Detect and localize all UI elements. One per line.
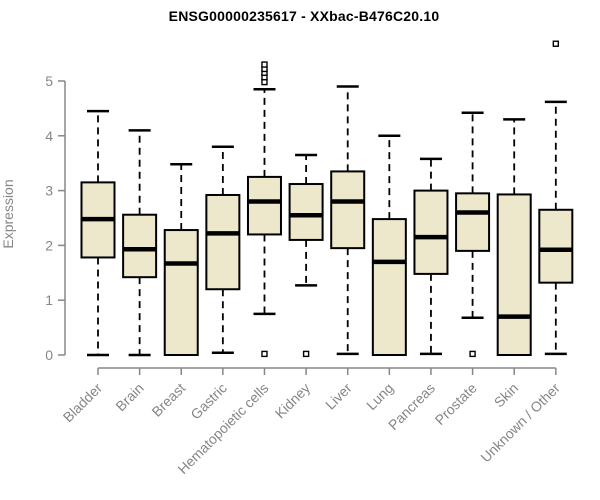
x-tick-label-lung: Lung — [363, 380, 396, 413]
box-rect — [371, 218, 407, 356]
x-tick-label-brain: Brain — [112, 380, 146, 414]
y-tick-label: 5 — [45, 73, 53, 89]
box-rect — [455, 192, 491, 252]
outlier-point — [261, 350, 268, 358]
y-axis: 0 1 2 3 4 5 — [45, 73, 66, 363]
x-tick-label-liver: Liver — [322, 380, 355, 413]
box-rect — [496, 193, 532, 356]
y-tick-label: 4 — [45, 128, 53, 144]
box-rect — [538, 208, 574, 284]
box-rect — [288, 183, 324, 241]
box-liver — [330, 85, 366, 356]
x-tick-label-skin: Skin — [491, 380, 522, 411]
box-pancreas — [413, 157, 449, 356]
x-tick-label-prostate: Prostate — [432, 380, 480, 428]
y-tick-label: 2 — [45, 237, 53, 253]
outlier-point — [469, 350, 476, 358]
box-gastric — [205, 145, 241, 355]
box-rect — [205, 193, 241, 291]
y-axis-label: Expression — [0, 179, 16, 248]
outlier-point — [261, 61, 268, 68]
box-lung — [371, 134, 407, 356]
outlier-point — [302, 350, 310, 358]
box-prostate — [455, 111, 491, 358]
box-rect — [330, 170, 366, 250]
x-tick-label-kidney: Kidney — [272, 380, 314, 422]
x-tick-label-unknown-other: Unknown / Other — [477, 380, 563, 466]
box-breast — [163, 163, 199, 356]
box-brain — [122, 129, 158, 357]
y-tick-label: 1 — [45, 292, 53, 308]
box-kidney — [288, 153, 324, 358]
box-rect — [122, 213, 158, 279]
box-unknown-other — [538, 40, 574, 356]
y-tick-label: 0 — [45, 347, 53, 363]
chart-title: ENSG00000235617 - XXbac-B476C20.10 — [169, 8, 440, 24]
boxes — [80, 40, 574, 358]
x-tick-label-bladder: Bladder — [60, 380, 106, 426]
box-bladder — [80, 109, 116, 357]
box-rect — [413, 189, 449, 275]
x-tick-label-breast: Breast — [148, 380, 188, 420]
box-rect — [163, 229, 199, 356]
box-skin — [496, 118, 532, 356]
box-hematopoietic-cells — [246, 61, 282, 358]
y-tick-label: 3 — [45, 183, 53, 199]
box-rect — [246, 175, 282, 236]
outlier-point — [552, 40, 560, 47]
